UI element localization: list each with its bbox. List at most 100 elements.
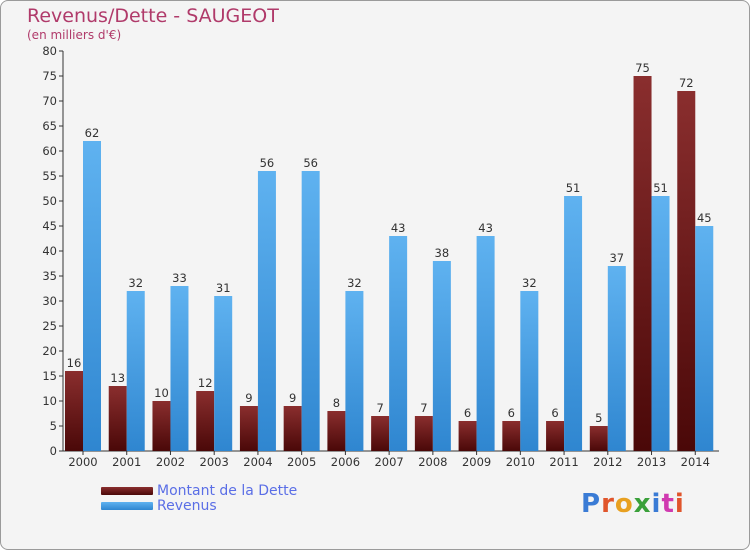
data-label: 8 [333, 396, 340, 410]
bar-revenus [126, 291, 145, 451]
x-tick-label: 2007 [374, 455, 403, 469]
data-label: 7 [376, 401, 383, 415]
y-tick-label: 20 [42, 344, 57, 358]
bar-dette [414, 416, 433, 451]
y-tick-label: 35 [42, 269, 57, 283]
bar-revenus [564, 196, 583, 451]
legend-label-debt: Montant de la Dette [157, 483, 298, 499]
data-label: 7 [420, 401, 427, 415]
bar-revenus [389, 236, 408, 451]
y-tick-label: 10 [42, 394, 57, 408]
legend-swatch-debt [101, 487, 153, 495]
legend-label-revenus: Revenus [157, 498, 217, 514]
bar-revenus [476, 236, 495, 451]
logo-letter: o [614, 489, 634, 519]
bar-dette [152, 401, 171, 451]
bar-dette [502, 421, 521, 451]
bar-revenus [651, 196, 670, 451]
logo-letter: r [601, 489, 615, 519]
data-label: 32 [347, 276, 362, 290]
x-tick-label: 2002 [156, 455, 185, 469]
x-tick-label: 2013 [637, 455, 666, 469]
data-label: 6 [464, 406, 471, 420]
data-label: 72 [679, 76, 694, 90]
data-label: 32 [128, 276, 143, 290]
bar-dette [546, 421, 565, 451]
x-tick-label: 2005 [287, 455, 316, 469]
bar-dette [108, 386, 127, 451]
logo-letter: t [661, 489, 675, 519]
data-label: 45 [697, 211, 712, 225]
data-label: 5 [595, 411, 602, 425]
bar-revenus [520, 291, 539, 451]
bar-dette [283, 406, 302, 451]
y-tick-label: 80 [42, 44, 57, 58]
bar-revenus [170, 286, 189, 451]
logo-letter: x [633, 489, 652, 519]
y-tick-label: 50 [42, 194, 57, 208]
data-label: 43 [391, 221, 406, 235]
bar-revenus [257, 171, 276, 451]
data-label: 51 [566, 181, 581, 195]
x-tick-label: 2011 [549, 455, 578, 469]
x-tick-label: 2010 [506, 455, 535, 469]
data-label: 62 [85, 126, 100, 140]
x-tick-label: 2012 [593, 455, 622, 469]
y-tick-label: 60 [42, 144, 57, 158]
x-tick-label: 2008 [418, 455, 447, 469]
bar-revenus [301, 171, 320, 451]
logo-letter: P [581, 489, 602, 519]
data-label: 13 [110, 371, 125, 385]
x-tick-label: 2004 [243, 455, 272, 469]
legend-swatch-revenus [101, 502, 153, 510]
chart-title: Revenus/Dette - SAUGEOT [27, 5, 279, 27]
bar-dette [589, 426, 608, 451]
y-tick-label: 15 [42, 369, 57, 383]
data-label: 32 [522, 276, 537, 290]
logo-letter: i [651, 489, 662, 519]
x-tick-label: 2014 [681, 455, 710, 469]
data-label: 56 [303, 156, 318, 170]
data-label: 56 [260, 156, 275, 170]
y-tick-label: 5 [50, 419, 57, 433]
bar-dette [65, 371, 83, 451]
data-label: 6 [508, 406, 515, 420]
x-tick-label: 2006 [331, 455, 360, 469]
x-tick-label: 2001 [112, 455, 141, 469]
bar-revenus [345, 291, 364, 451]
proxiti-logo: Proxiti [581, 489, 685, 519]
data-label: 9 [289, 391, 296, 405]
bar-revenus [214, 296, 233, 451]
data-label: 31 [216, 281, 231, 295]
data-label: 33 [172, 271, 187, 285]
bar-dette [239, 406, 258, 451]
data-label: 43 [478, 221, 493, 235]
x-tick-label: 2000 [68, 455, 97, 469]
bar-dette [371, 416, 390, 451]
y-tick-label: 70 [42, 94, 57, 108]
y-tick-label: 65 [42, 119, 57, 133]
data-label: 38 [435, 246, 450, 260]
bar-revenus [432, 261, 451, 451]
y-tick-label: 75 [42, 69, 57, 83]
data-label: 6 [551, 406, 558, 420]
bar-revenus [607, 266, 626, 451]
y-tick-label: 55 [42, 169, 57, 183]
y-tick-label: 25 [42, 319, 57, 333]
bar-dette [633, 76, 652, 451]
y-tick-label: 30 [42, 294, 57, 308]
y-tick-label: 0 [50, 444, 57, 458]
chart-subtitle: (en milliers d'€) [27, 28, 122, 42]
bar-dette [458, 421, 477, 451]
bar-revenus [695, 226, 714, 451]
bar-revenus [83, 141, 101, 451]
bar-dette [327, 411, 346, 451]
y-tick-label: 45 [42, 219, 57, 233]
x-tick-label: 2009 [462, 455, 491, 469]
data-label: 75 [635, 61, 650, 75]
logo-letter: i [674, 489, 685, 519]
data-label: 37 [609, 251, 624, 265]
bar-dette [677, 91, 696, 451]
